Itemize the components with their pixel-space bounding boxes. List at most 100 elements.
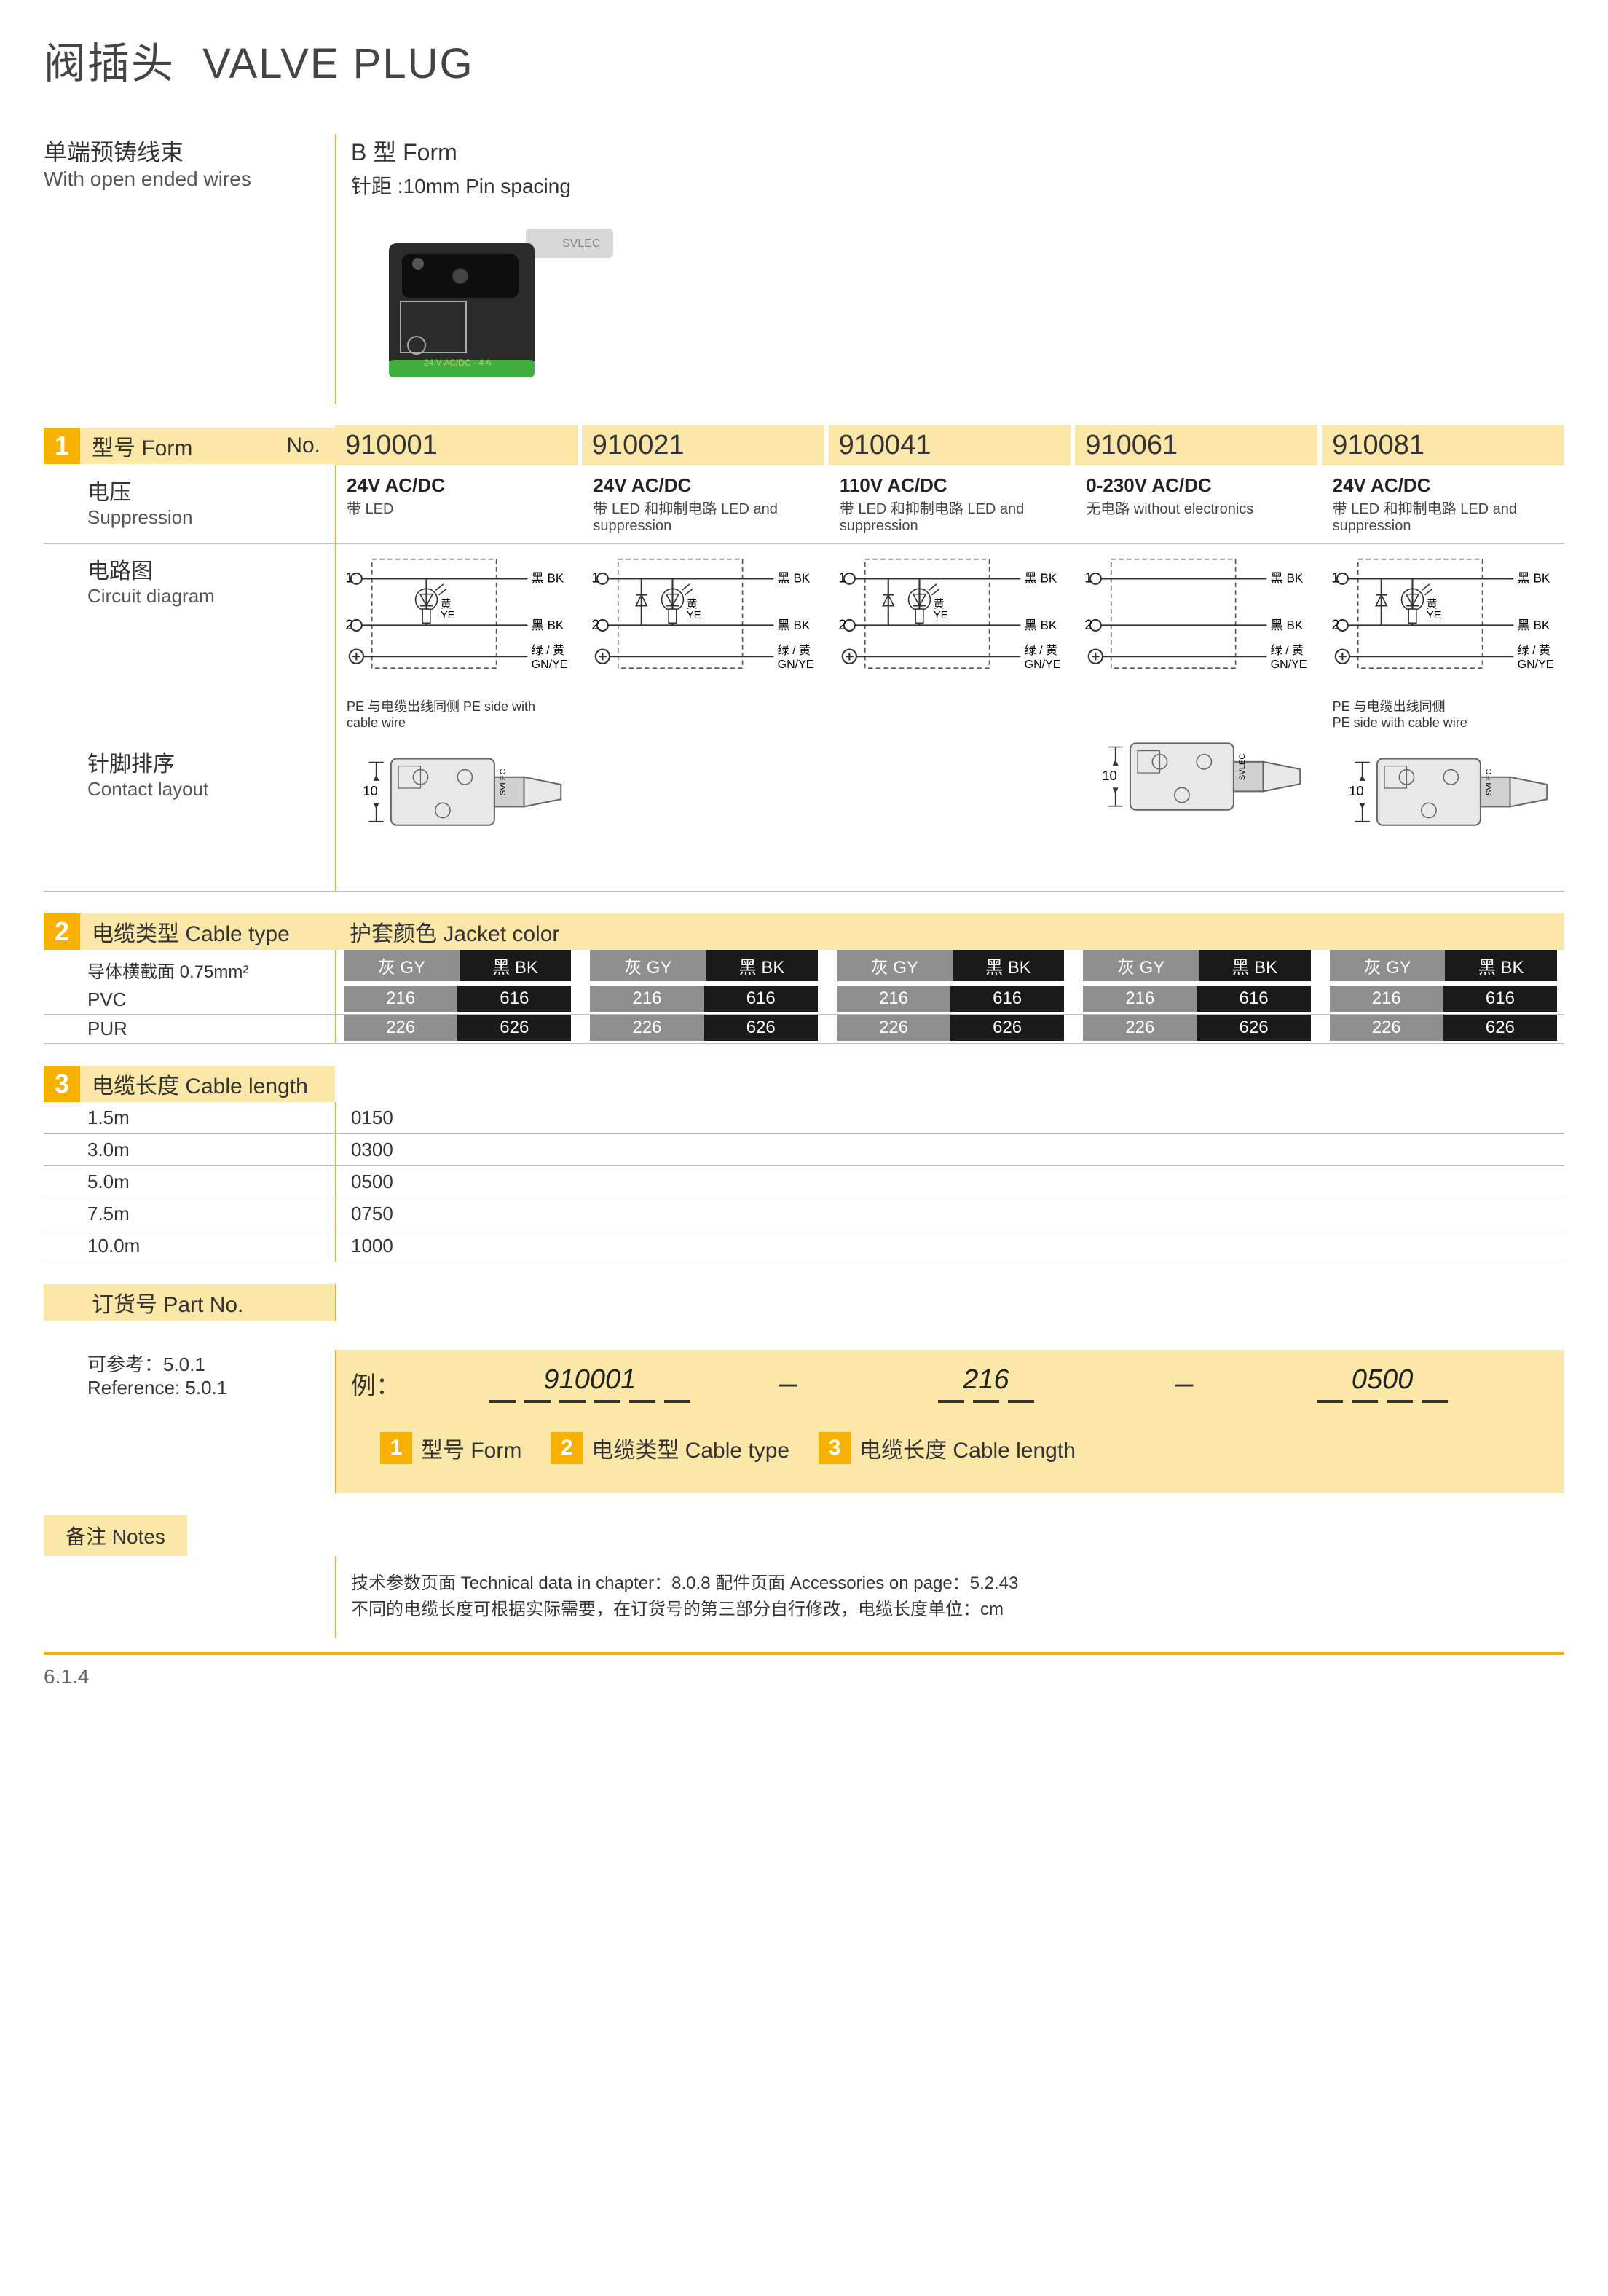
length-code-0: 0150 bbox=[335, 1102, 1564, 1133]
ref-en: Reference: 5.0.1 bbox=[87, 1377, 320, 1399]
leg1: 1型号 Form bbox=[380, 1432, 521, 1464]
cbk-1-4: 626 bbox=[1443, 1015, 1557, 1041]
svg-text:黑 BK: 黑 BK bbox=[778, 618, 811, 632]
jh3: 灰 GY黑 BK bbox=[1071, 950, 1317, 986]
contact-0: PE 与电缆出线同侧 PE side with cable wire SVLEC… bbox=[336, 688, 578, 891]
partno-example: 例： 910001 – 216 – 0500 bbox=[351, 1350, 1550, 1403]
section1-header: 1 型号 Form No. 910001 910021 910041 91006… bbox=[44, 425, 1564, 465]
section1-label: 型号 Form No. bbox=[80, 428, 335, 464]
contact-note-0: PE 与电缆出线同侧 PE side with cable wire bbox=[347, 696, 568, 731]
length-row-2: 5.0m 0500 bbox=[44, 1166, 1564, 1198]
leg3: 3电缆长度 Cable length bbox=[819, 1432, 1076, 1464]
cbk-0-4: 616 bbox=[1443, 986, 1557, 1012]
svg-text:黑 BK: 黑 BK bbox=[1024, 618, 1057, 632]
gy0: 灰 GY bbox=[344, 950, 460, 981]
s0: 带 LED bbox=[347, 497, 568, 518]
circuit-4: 12黑 BK黑 BK绿 / 黄GN/YE黄YE bbox=[1318, 544, 1564, 688]
partno-legend: 1型号 Form 2电缆类型 Cable type 3电缆长度 Cable le… bbox=[351, 1432, 1550, 1464]
eg3: 0500 bbox=[1352, 1364, 1414, 1396]
svg-text:绿 / 黄: 绿 / 黄 bbox=[532, 644, 564, 657]
length-row-1: 3.0m 0300 bbox=[44, 1134, 1564, 1166]
svg-text:黑 BK: 黑 BK bbox=[1024, 572, 1057, 586]
jh0: 灰 GY黑 BK bbox=[336, 950, 578, 986]
section3: 3 电缆长度 Cable length 1.5m 0150 3.0m 0300 … bbox=[44, 1066, 1564, 1262]
svg-text:黑 BK: 黑 BK bbox=[1517, 572, 1550, 586]
cbk-0-3: 616 bbox=[1197, 986, 1310, 1012]
voltage-1: 24V AC/DC带 LED 和抑制电路 LED and suppression bbox=[578, 465, 824, 543]
circuit-row: 电路图 Circuit diagram 12黑 BK黑 BK绿 / 黄GN/YE… bbox=[44, 544, 1564, 688]
voltage-cells: 24V AC/DC带 LED 24V AC/DC带 LED 和抑制电路 LED … bbox=[335, 465, 1564, 543]
page-title: 阀插头 VALVE PLUG bbox=[44, 29, 1564, 90]
page-footer: 6.1.4 bbox=[44, 1665, 1564, 1688]
v2: 110V AC/DC bbox=[840, 474, 1061, 497]
jacket-header-cells: 灰 GY黑 BK 灰 GY黑 BK 灰 GY黑 BK 灰 GY黑 BK 灰 GY… bbox=[335, 950, 1564, 986]
partno-ref: 可参考：5.0.1 Reference: 5.0.1 bbox=[44, 1350, 335, 1493]
gy3: 灰 GY bbox=[1083, 950, 1199, 981]
length-row-4: 10.0m 1000 bbox=[44, 1230, 1564, 1262]
svg-text:GN/YE: GN/YE bbox=[1517, 658, 1553, 671]
v1: 24V AC/DC bbox=[593, 474, 814, 497]
eg1: 910001 bbox=[543, 1364, 636, 1396]
v0: 24V AC/DC bbox=[347, 474, 568, 497]
svg-text:绿 / 黄: 绿 / 黄 bbox=[1517, 644, 1550, 657]
svg-text:黑 BK: 黑 BK bbox=[778, 572, 811, 586]
title-en: VALVE PLUG bbox=[202, 40, 473, 87]
gy1: 灰 GY bbox=[590, 950, 706, 981]
notes-label: 备注 Notes bbox=[44, 1515, 187, 1556]
left-header: 单端预铸线束 With open ended wires bbox=[44, 134, 335, 404]
cbk-0-0: 616 bbox=[457, 986, 571, 1012]
dash2: – bbox=[1175, 1365, 1193, 1401]
right-header: B 型 Form 针距 :10mm Pin spacing SVLEC 24 V… bbox=[335, 134, 1564, 404]
svg-text:黑 BK: 黑 BK bbox=[1517, 618, 1550, 632]
svg-text:SVLEC: SVLEC bbox=[499, 768, 508, 795]
circuit-label: 电路图 Circuit diagram bbox=[44, 544, 335, 688]
cgy-1-3: 226 bbox=[1083, 1015, 1197, 1041]
model-3: 910061 bbox=[1071, 425, 1317, 465]
notes-line2: 不同的电缆长度可根据实际需要，在订货号的第三部分自行修改，电缆长度单位：cm bbox=[351, 1597, 1550, 1623]
cable-cell-1-3: 226626 bbox=[1071, 1015, 1317, 1043]
voltage-4: 24V AC/DC带 LED 和抑制电路 LED and suppression bbox=[1318, 465, 1564, 543]
svg-text:10: 10 bbox=[1349, 783, 1363, 798]
length-row-0: 1.5m 0150 bbox=[44, 1102, 1564, 1134]
cgy-0-4: 216 bbox=[1330, 986, 1443, 1012]
circuit-2: 12黑 BK黑 BK绿 / 黄GN/YE黄YE bbox=[825, 544, 1071, 688]
cable-row-0: PVC 216616216616216616216616216616 bbox=[44, 986, 1564, 1015]
model-numbers: 910001 910021 910041 910061 910081 bbox=[335, 425, 1564, 465]
voltage-cn: 电压 bbox=[87, 474, 328, 506]
length-code-4: 1000 bbox=[335, 1230, 1564, 1262]
dash1: – bbox=[779, 1365, 797, 1401]
cbk-1-1: 626 bbox=[704, 1015, 818, 1041]
circuit-cells: 12黑 BK黑 BK绿 / 黄GN/YE黄YE 12黑 BK黑 BK绿 / 黄G… bbox=[335, 544, 1564, 688]
jh1: 灰 GY黑 BK bbox=[578, 950, 824, 986]
svg-text:SVLEC: SVLEC bbox=[1238, 753, 1247, 780]
cable-row-1: PUR 226626226626226626226626226626 bbox=[44, 1015, 1564, 1044]
cgy-0-3: 216 bbox=[1083, 986, 1197, 1012]
s1: 带 LED 和抑制电路 LED and suppression bbox=[593, 497, 814, 535]
section2-header: 2 电缆类型 Cable type 护套颜色 Jacket color bbox=[44, 913, 1564, 950]
length-code-1: 0300 bbox=[335, 1134, 1564, 1165]
eg-field-2: 216 bbox=[819, 1364, 1154, 1403]
cbk-0-2: 616 bbox=[950, 986, 1064, 1012]
model-4: 910081 bbox=[1317, 425, 1564, 465]
svg-text:YE: YE bbox=[934, 609, 948, 621]
notes-row: 备注 Notes bbox=[44, 1493, 1564, 1556]
contact-cn: 针脚排序 bbox=[87, 746, 328, 778]
s4: 带 LED 和抑制电路 LED and suppression bbox=[1333, 497, 1554, 535]
cbk-1-2: 626 bbox=[950, 1015, 1064, 1041]
cgy-0-1: 216 bbox=[590, 986, 704, 1012]
jh2: 灰 GY黑 BK bbox=[825, 950, 1071, 986]
cgy-1-0: 226 bbox=[344, 1015, 457, 1041]
svg-text:1: 1 bbox=[1085, 571, 1093, 586]
partno-right: 例： 910001 – 216 – 0500 1型号 Form 2电缆类型 bbox=[335, 1350, 1564, 1493]
svg-text:1: 1 bbox=[838, 571, 846, 586]
eg-field-1: 910001 bbox=[422, 1364, 757, 1403]
partno-body: 可参考：5.0.1 Reference: 5.0.1 例： 910001 – 2… bbox=[44, 1350, 1564, 1493]
gy4: 灰 GY bbox=[1330, 950, 1446, 981]
cable-cell-1-4: 226626 bbox=[1318, 1015, 1564, 1043]
length-code-2: 0500 bbox=[335, 1166, 1564, 1198]
title-cn: 阀插头 bbox=[44, 40, 175, 87]
circuit-3: 12黑 BK黑 BK绿 / 黄GN/YE bbox=[1071, 544, 1317, 688]
right-header-en: 针距 :10mm Pin spacing bbox=[351, 170, 1564, 200]
cbk-0-1: 616 bbox=[704, 986, 818, 1012]
svg-text:2: 2 bbox=[838, 618, 846, 633]
